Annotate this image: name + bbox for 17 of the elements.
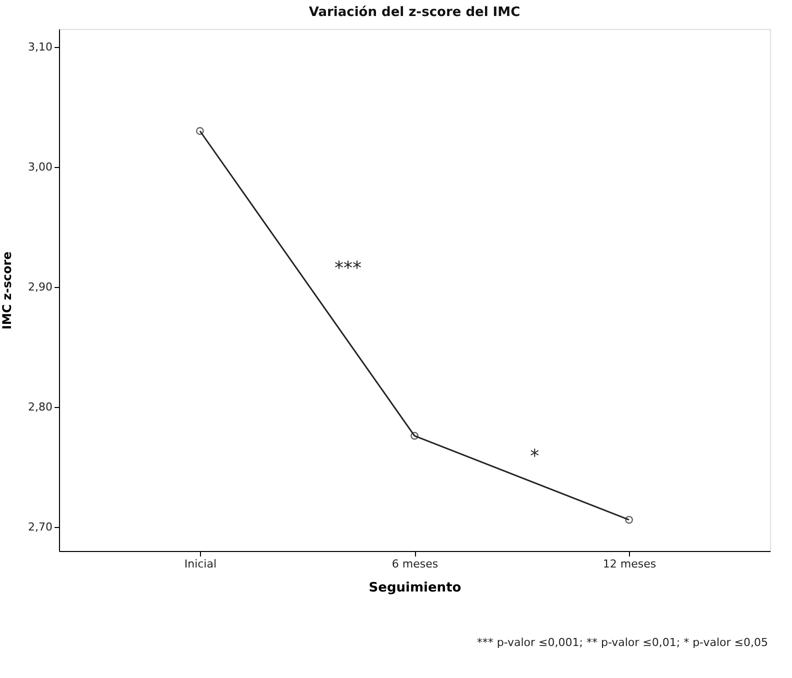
x-tick-label: 6 meses	[392, 558, 438, 570]
chart-title: Variación del z-score del IMC	[308, 5, 520, 20]
y-tick-label: 2,90	[28, 280, 52, 294]
x-axis-title: Seguimiento	[368, 580, 462, 596]
y-tick-label: 3,00	[28, 160, 52, 174]
x-tick-label: Inicial	[184, 558, 217, 570]
text: *** p-valor ≤0,001; ** p-valor ≤0,01; * p-valor ≤0,05	[476, 636, 768, 649]
annotation: *	[530, 446, 540, 468]
x-tick-label: 12 meses	[602, 558, 656, 570]
annotation: ***	[334, 258, 362, 280]
y-tick-label: 2,70	[28, 520, 52, 534]
y-tick-label: 2,80	[28, 400, 52, 414]
point	[625, 516, 633, 524]
y-axis-title: IMC z-score	[0, 252, 14, 330]
point	[196, 127, 204, 135]
point	[410, 432, 418, 440]
y-tick-label: 3,10	[28, 40, 52, 54]
